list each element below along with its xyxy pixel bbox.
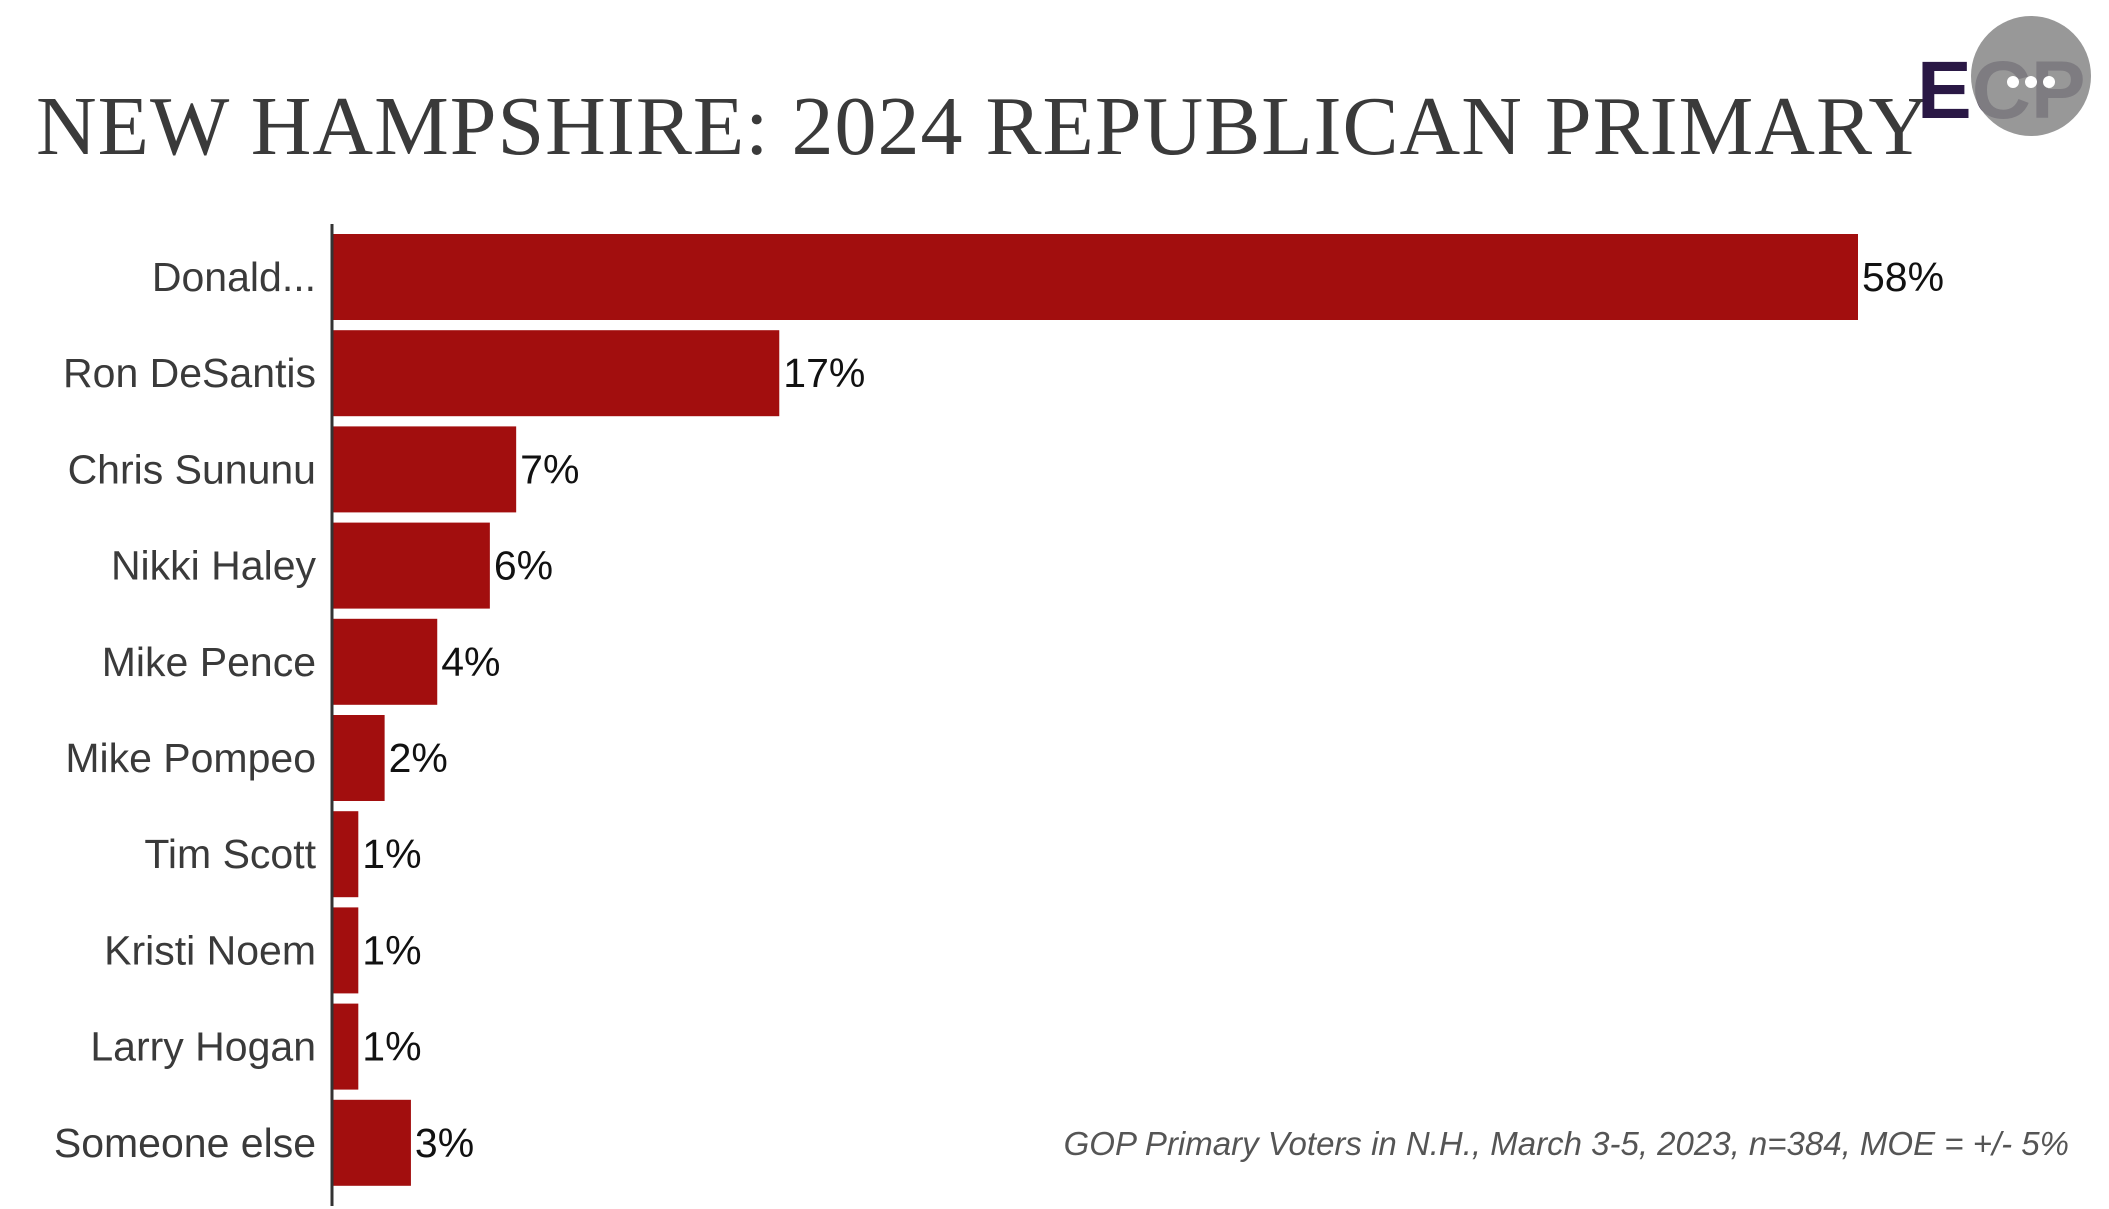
bar-2 xyxy=(332,426,517,513)
ecp-logo-icon: ECP xyxy=(1917,16,2091,136)
value-label-7: 1% xyxy=(362,927,421,973)
category-label-4: Mike Pence xyxy=(102,639,316,685)
category-label-1: Ron DeSantis xyxy=(63,350,316,396)
bar-1 xyxy=(332,330,780,417)
value-label-1: 17% xyxy=(783,350,865,396)
bar-4 xyxy=(332,618,438,705)
value-label-4: 4% xyxy=(441,639,500,685)
value-label-3: 6% xyxy=(494,543,553,589)
category-label-7: Kristi Noem xyxy=(104,927,316,973)
footnote: GOP Primary Voters in N.H., March 3-5, 2… xyxy=(1063,1125,2069,1162)
category-label-5: Mike Pompeo xyxy=(65,735,316,781)
category-label-0: Donald... xyxy=(152,254,316,300)
bar-9 xyxy=(332,1099,411,1186)
bar-3 xyxy=(332,522,490,609)
bars-layer: Donald... 58% Ron DeSantis 17% Chris Sununu 7… xyxy=(54,234,1944,1186)
category-label-8: Larry Hogan xyxy=(90,1024,316,1070)
chart-title: NEW HAMPSHIRE: 2024 REPUBLICAN PRIMARY xyxy=(36,80,1930,173)
bar-7 xyxy=(332,907,359,994)
value-label-6: 1% xyxy=(362,831,421,877)
value-label-9: 3% xyxy=(415,1120,474,1166)
bar-5 xyxy=(332,715,385,801)
category-label-2: Chris Sununu xyxy=(68,446,316,492)
category-label-9: Someone else xyxy=(54,1120,316,1166)
bar-0 xyxy=(332,234,1858,320)
category-label-6: Tim Scott xyxy=(144,831,316,877)
bar-6 xyxy=(332,811,359,898)
value-label-5: 2% xyxy=(389,735,448,781)
category-label-3: Nikki Haley xyxy=(111,543,317,589)
value-label-2: 7% xyxy=(520,446,579,492)
value-label-0: 58% xyxy=(1862,254,1944,300)
value-label-8: 1% xyxy=(362,1024,421,1070)
bar-8 xyxy=(332,1003,359,1090)
